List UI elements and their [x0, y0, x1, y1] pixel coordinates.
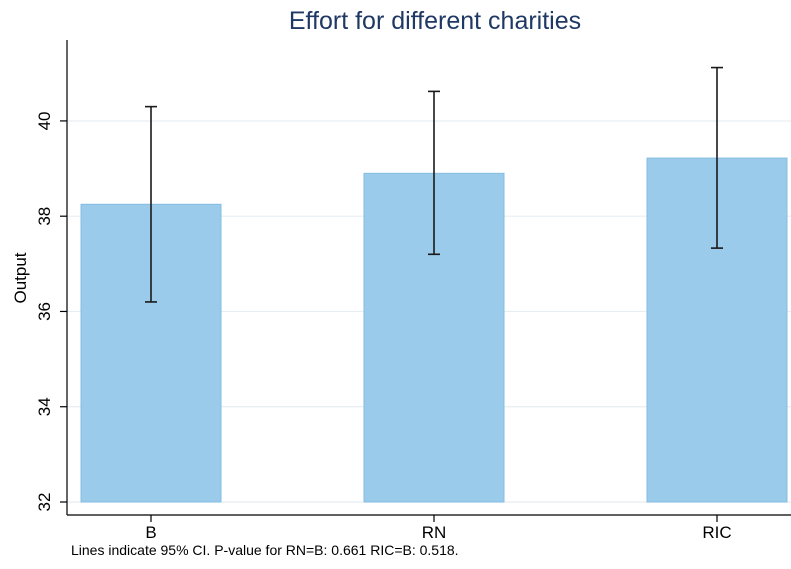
y-axis-title: Output [11, 252, 30, 303]
y-tick-label: 38 [35, 207, 54, 226]
error-bars [145, 66, 723, 303]
chart-title: Effort for different charities [289, 7, 581, 35]
y-tick-label: 32 [35, 493, 54, 512]
y-tick-label: 40 [35, 111, 54, 130]
chart-note: Lines indicate 95% CI. P-value for RN=B:… [71, 542, 459, 558]
y-axis-ticks: 32 34 36 38 40 [35, 111, 67, 511]
error-bar-b [145, 105, 157, 303]
bar-rn [363, 172, 505, 503]
y-tick-label: 36 [35, 302, 54, 321]
x-tick-label: RN [422, 523, 447, 542]
y-tick-label: 34 [35, 397, 54, 416]
x-axis-ticks: B RN RIC [145, 515, 732, 542]
x-tick-label: RIC [702, 523, 731, 542]
x-tick-label: B [145, 523, 156, 542]
error-bar-rn [428, 90, 440, 256]
error-bar-ric [711, 66, 723, 249]
